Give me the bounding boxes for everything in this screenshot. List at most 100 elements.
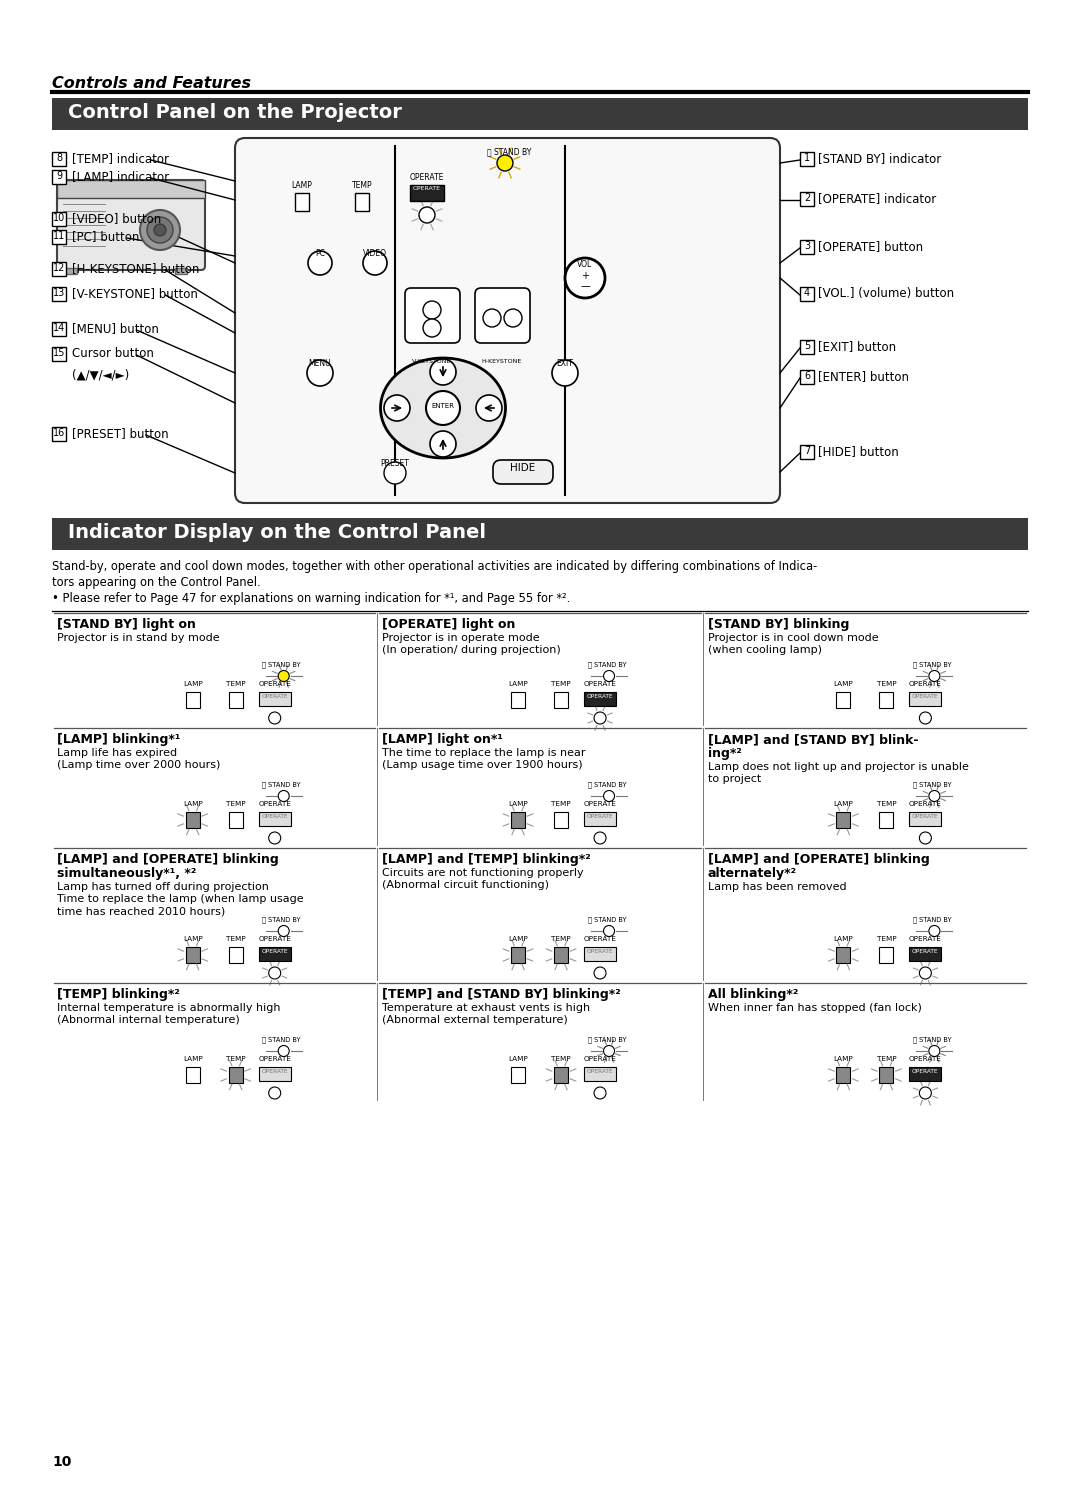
- Circle shape: [594, 967, 606, 979]
- Bar: [186, 1068, 200, 1083]
- Text: (In operation/ during projection): (In operation/ during projection): [382, 644, 562, 655]
- Text: 2: 2: [804, 193, 810, 203]
- Text: [H-KEYSTONE] button: [H-KEYSTONE] button: [72, 261, 200, 275]
- Text: LAMP: LAMP: [183, 1056, 203, 1062]
- Circle shape: [919, 832, 931, 843]
- Text: OPERATE: OPERATE: [583, 682, 617, 688]
- Text: OPERATE: OPERATE: [586, 693, 613, 699]
- Text: LAMP: LAMP: [834, 936, 853, 941]
- Text: OPERATE: OPERATE: [258, 936, 292, 941]
- Bar: [909, 947, 942, 961]
- Bar: [52, 212, 66, 226]
- Text: LAMP: LAMP: [292, 181, 312, 190]
- Text: (Abnormal internal temperature): (Abnormal internal temperature): [57, 1016, 240, 1025]
- Text: TEMP: TEMP: [551, 1056, 571, 1062]
- Circle shape: [929, 925, 940, 937]
- Text: OPERATE: OPERATE: [586, 814, 613, 820]
- Text: (Abnormal circuit functioning): (Abnormal circuit functioning): [382, 881, 550, 890]
- Bar: [909, 812, 942, 826]
- Text: Cursor button: Cursor button: [72, 347, 153, 359]
- Circle shape: [552, 359, 578, 386]
- Bar: [879, 812, 893, 829]
- Circle shape: [604, 790, 615, 802]
- Text: [LAMP] and [TEMP] blinking*²: [LAMP] and [TEMP] blinking*²: [382, 852, 591, 866]
- Text: HIDE: HIDE: [511, 463, 536, 474]
- Text: ⏻ STAND BY: ⏻ STAND BY: [262, 781, 301, 787]
- Text: LAMP: LAMP: [183, 800, 203, 806]
- Bar: [259, 692, 291, 705]
- Bar: [186, 812, 200, 829]
- Text: simultaneously*¹, *²: simultaneously*¹, *²: [57, 867, 197, 881]
- Text: Lamp has been removed: Lamp has been removed: [707, 882, 847, 892]
- Bar: [511, 947, 525, 962]
- Text: LAMP: LAMP: [509, 682, 528, 688]
- Text: VIDEO: VIDEO: [363, 249, 387, 258]
- FancyBboxPatch shape: [57, 180, 205, 270]
- Text: ⏻ STAND BY: ⏻ STAND BY: [262, 916, 301, 922]
- Text: [TEMP] and [STAND BY] blinking*²: [TEMP] and [STAND BY] blinking*²: [382, 988, 621, 1001]
- Circle shape: [279, 1045, 289, 1056]
- Text: TEMP: TEMP: [226, 682, 245, 688]
- Text: VOL: VOL: [578, 260, 593, 269]
- Text: 7: 7: [804, 446, 810, 456]
- Text: ⏻ STAND BY: ⏻ STAND BY: [262, 1037, 301, 1042]
- Text: [TEMP] blinking*²: [TEMP] blinking*²: [57, 988, 180, 1001]
- Bar: [836, 692, 850, 708]
- FancyBboxPatch shape: [235, 138, 780, 503]
- Circle shape: [504, 309, 522, 327]
- Bar: [909, 692, 942, 705]
- Text: OPERATE: OPERATE: [913, 814, 939, 820]
- Text: ⏻ STAND BY: ⏻ STAND BY: [588, 661, 626, 668]
- Bar: [584, 692, 616, 705]
- Text: [OPERATE] light on: [OPERATE] light on: [382, 618, 516, 631]
- Text: 6: 6: [804, 371, 810, 382]
- Text: ⏻ STAND BY: ⏻ STAND BY: [913, 661, 951, 668]
- Text: [HIDE] button: [HIDE] button: [818, 446, 899, 457]
- Bar: [879, 947, 893, 962]
- Text: LAMP: LAMP: [509, 1056, 528, 1062]
- Text: [PC] button: [PC] button: [72, 230, 139, 244]
- Bar: [584, 947, 616, 961]
- Text: TEMP: TEMP: [551, 800, 571, 806]
- Circle shape: [423, 301, 441, 319]
- Text: TEMP: TEMP: [877, 682, 896, 688]
- Text: 11: 11: [53, 232, 65, 241]
- Bar: [52, 518, 1028, 549]
- Bar: [355, 193, 369, 211]
- Circle shape: [269, 967, 281, 979]
- Bar: [554, 947, 568, 962]
- Text: Temperature at exhaust vents is high: Temperature at exhaust vents is high: [382, 1002, 591, 1013]
- Bar: [57, 180, 205, 198]
- FancyBboxPatch shape: [475, 288, 530, 343]
- Text: TEMP: TEMP: [226, 936, 245, 941]
- Text: 13: 13: [53, 288, 65, 298]
- Text: [ENTER] button: [ENTER] button: [818, 370, 909, 383]
- Circle shape: [919, 1087, 931, 1099]
- Text: ⏻ STAND BY: ⏻ STAND BY: [262, 661, 301, 668]
- Circle shape: [269, 832, 281, 843]
- Text: OPERATE: OPERATE: [258, 682, 292, 688]
- Bar: [800, 370, 814, 385]
- Circle shape: [154, 224, 166, 236]
- Bar: [410, 186, 444, 200]
- Text: OPERATE: OPERATE: [586, 1069, 613, 1074]
- Text: 5: 5: [804, 342, 810, 350]
- Bar: [511, 692, 525, 708]
- Text: Stand-by, operate and cool down modes, together with other operational activitie: Stand-by, operate and cool down modes, t…: [52, 560, 818, 573]
- Text: Control Panel on the Projector: Control Panel on the Projector: [68, 102, 402, 122]
- Bar: [259, 947, 291, 961]
- Bar: [511, 812, 525, 829]
- Text: 10: 10: [53, 212, 65, 223]
- Bar: [52, 428, 66, 441]
- Text: OPERATE: OPERATE: [409, 172, 444, 183]
- Text: OPERATE: OPERATE: [583, 1056, 617, 1062]
- Circle shape: [384, 462, 406, 484]
- Text: All blinking*²: All blinking*²: [707, 988, 798, 1001]
- Text: OPERATE: OPERATE: [913, 949, 939, 953]
- Text: ⏻ STAND BY: ⏻ STAND BY: [487, 147, 531, 156]
- Bar: [259, 812, 291, 826]
- Text: ENTER: ENTER: [432, 402, 455, 408]
- Text: OPERATE: OPERATE: [909, 936, 942, 941]
- Text: When inner fan has stopped (fan lock): When inner fan has stopped (fan lock): [707, 1002, 921, 1013]
- Text: ing*²: ing*²: [707, 747, 742, 760]
